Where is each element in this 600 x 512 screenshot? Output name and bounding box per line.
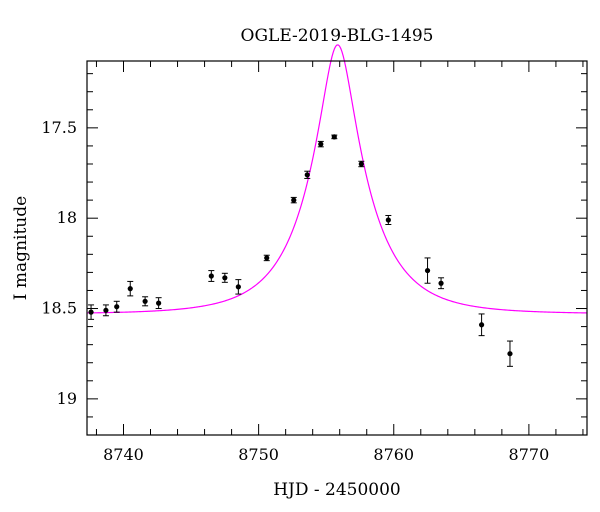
data-point [478, 313, 485, 337]
chart-title: OGLE-2019-BLG-1495 [241, 26, 434, 46]
model-curve [86, 44, 588, 314]
data-point-marker [264, 255, 270, 261]
x-tick-label: 8770 [509, 445, 550, 464]
x-tick-label: 8750 [238, 445, 279, 464]
data-point-marker [331, 134, 337, 140]
data-point [155, 297, 162, 310]
data-point-marker [235, 284, 241, 290]
data-point-marker [88, 309, 94, 315]
data-point [358, 160, 365, 168]
data-point-marker [114, 304, 120, 310]
tick-labels: 8740 8750 8760 8770 17.5 18 18.5 19 [41, 118, 549, 464]
y-tick-label: 18.5 [41, 299, 77, 318]
data-point-marker [142, 298, 148, 304]
data-point-marker [127, 286, 133, 292]
data-point [506, 340, 513, 367]
data-point [102, 304, 109, 317]
data-point [304, 170, 311, 179]
data-point-marker [318, 141, 324, 147]
tick-marks [87, 61, 587, 436]
data-point [331, 134, 338, 140]
data-point-marker [103, 307, 109, 313]
data-point [424, 257, 431, 284]
data-point-marker [208, 273, 214, 279]
data-points-layer [88, 134, 513, 367]
data-point [127, 280, 134, 297]
data-point [221, 272, 228, 283]
data-point-marker [304, 172, 310, 178]
x-tick-label: 8760 [373, 445, 414, 464]
data-point-marker [222, 275, 228, 281]
data-point-marker [507, 351, 513, 357]
y-tick-label: 18 [57, 208, 77, 227]
x-tick-label: 8740 [103, 445, 144, 464]
data-point-marker [156, 300, 162, 306]
data-point-marker [438, 280, 444, 286]
x-axis-label: HJD - 2450000 [273, 480, 401, 500]
data-point-marker [385, 217, 391, 223]
data-point [317, 140, 324, 148]
data-point [263, 254, 270, 262]
data-point-marker [424, 267, 431, 274]
y-tick-label: 17.5 [41, 118, 77, 137]
y-axis-label: I magnitude [11, 196, 31, 300]
data-point-marker [291, 197, 297, 203]
data-point-marker [478, 322, 485, 328]
y-tick-label: 19 [57, 389, 77, 408]
data-point-marker [358, 161, 364, 167]
data-point [235, 279, 242, 295]
data-point [88, 304, 95, 320]
data-point [290, 196, 297, 204]
data-point [385, 214, 392, 226]
data-point [208, 270, 215, 282]
plot-frame [86, 60, 588, 436]
data-point [142, 296, 149, 307]
data-point [438, 277, 445, 290]
model-curve-layer [86, 44, 588, 314]
data-point [113, 300, 120, 313]
